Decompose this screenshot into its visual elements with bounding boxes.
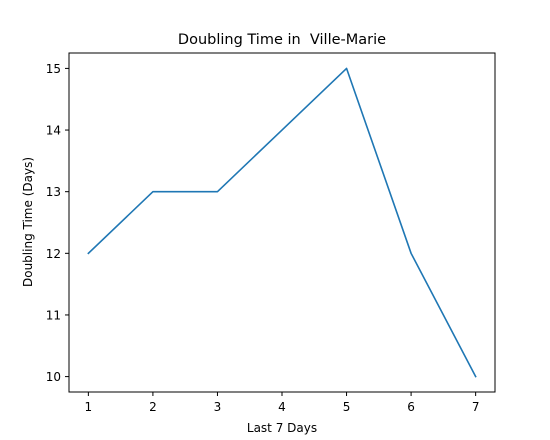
series-line bbox=[87, 67, 477, 378]
y-tick-label: 11 bbox=[46, 308, 61, 322]
x-axis-ticks: 1 2 3 4 5 6 7 bbox=[85, 392, 480, 414]
x-tick-label: 7 bbox=[472, 400, 480, 414]
x-tick-label: 3 bbox=[214, 400, 222, 414]
y-axis-ticks: 10 11 12 13 14 15 bbox=[46, 62, 69, 384]
x-axis-label: Last 7 Days bbox=[247, 421, 317, 435]
x-tick-label: 1 bbox=[85, 400, 93, 414]
y-tick-label: 13 bbox=[46, 185, 61, 199]
y-tick-label: 15 bbox=[46, 62, 61, 76]
x-tick-label: 4 bbox=[278, 400, 286, 414]
y-tick-label: 14 bbox=[46, 124, 61, 138]
y-axis-label: Doubling Time (Days) bbox=[21, 157, 35, 287]
chart-title: Doubling Time in Ville-Marie bbox=[178, 32, 386, 48]
x-tick-label: 6 bbox=[407, 400, 415, 414]
x-tick-label: 5 bbox=[343, 400, 351, 414]
series-layer bbox=[87, 67, 477, 378]
x-tick-label: 2 bbox=[149, 400, 157, 414]
plot-frame bbox=[68, 52, 496, 393]
y-tick-label: 10 bbox=[46, 370, 61, 384]
y-tick-label: 12 bbox=[46, 247, 61, 261]
